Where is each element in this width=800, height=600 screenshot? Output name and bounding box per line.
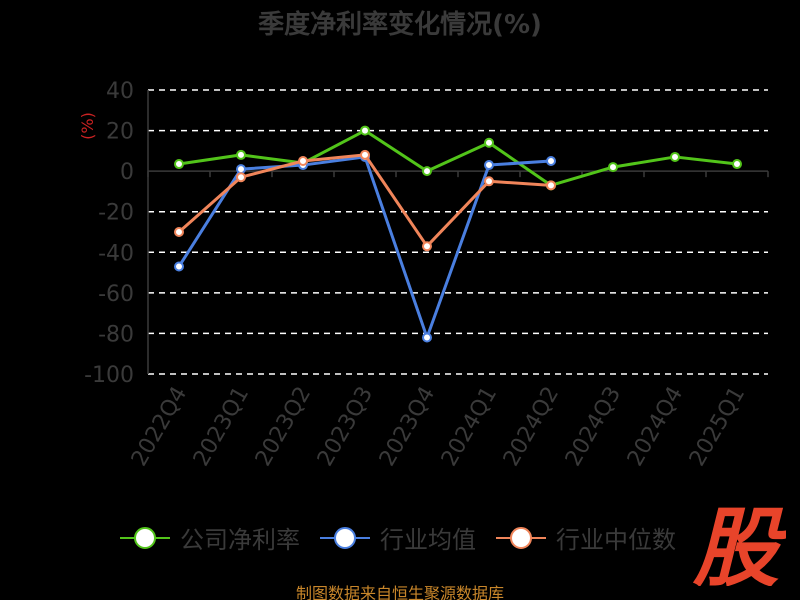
x-tick-label: 2023Q4 bbox=[375, 383, 440, 471]
y-axis-label: (%) bbox=[78, 112, 97, 140]
x-tick-label: 2023Q3 bbox=[313, 383, 378, 471]
gu-logo-watermark: 股 bbox=[692, 500, 786, 586]
legend: 公司净利率 行业均值 行业中位数 bbox=[120, 520, 696, 555]
data-point bbox=[422, 166, 432, 177]
grid-lines bbox=[148, 89, 768, 375]
legend-swatch-industry-mean bbox=[320, 523, 370, 553]
y-tick-label: 20 bbox=[106, 120, 134, 145]
legend-swatch-industry-median bbox=[496, 523, 546, 553]
y-tick-label: -40 bbox=[98, 241, 134, 266]
y-tick-label: -100 bbox=[84, 363, 134, 388]
x-tick-label: 2025Q1 bbox=[685, 383, 750, 471]
series-line bbox=[178, 129, 738, 187]
data-point bbox=[484, 176, 494, 187]
data-point bbox=[670, 151, 680, 162]
y-tick-label: -20 bbox=[98, 201, 134, 226]
x-tick-label: 2023Q2 bbox=[251, 383, 316, 471]
series-line bbox=[178, 153, 552, 248]
y-tick-label: -60 bbox=[98, 282, 134, 307]
data-source-footer: 制图数据来自恒生聚源数据库 bbox=[295, 584, 504, 600]
data-point bbox=[174, 159, 184, 170]
data-point bbox=[298, 156, 308, 166]
axes: 40200-20-40-60-80-1002022Q42023Q12023Q22… bbox=[84, 79, 769, 471]
legend-swatch-company bbox=[120, 523, 170, 553]
data-point bbox=[546, 180, 556, 191]
legend-item-company[interactable]: 公司净利率 bbox=[120, 520, 300, 555]
data-point bbox=[236, 164, 246, 175]
data-point bbox=[236, 172, 246, 183]
x-tick-label: 2024Q3 bbox=[561, 383, 626, 471]
data-point bbox=[484, 160, 494, 171]
data-point bbox=[422, 332, 432, 343]
x-tick-label: 2024Q1 bbox=[437, 383, 502, 471]
data-point bbox=[546, 156, 556, 166]
legend-item-industry-mean[interactable]: 行业均值 bbox=[320, 520, 476, 555]
x-tick-label: 2024Q4 bbox=[623, 383, 688, 471]
legend-item-industry-median[interactable]: 行业中位数 bbox=[496, 520, 676, 555]
data-point bbox=[236, 149, 246, 160]
legend-label-company: 公司净利率 bbox=[180, 526, 300, 554]
data-point bbox=[174, 227, 184, 237]
data-point bbox=[484, 137, 494, 148]
x-tick-label: 2024Q2 bbox=[499, 383, 564, 471]
data-point bbox=[422, 241, 432, 252]
x-tick-label: 2023Q1 bbox=[189, 383, 254, 471]
data-point bbox=[732, 159, 742, 170]
chart-title: 季度净利率变化情况(%) bbox=[258, 10, 542, 40]
legend-label-industry-median: 行业中位数 bbox=[556, 526, 676, 554]
y-tick-label: 40 bbox=[106, 79, 134, 104]
legend-label-industry-mean: 行业均值 bbox=[380, 526, 476, 554]
series bbox=[174, 125, 742, 343]
data-point bbox=[360, 149, 370, 160]
y-tick-label: -80 bbox=[98, 322, 134, 347]
y-tick-label: 0 bbox=[120, 160, 134, 185]
svg-text:股: 股 bbox=[692, 500, 786, 586]
data-point bbox=[360, 125, 370, 136]
x-tick-label: 2022Q4 bbox=[127, 383, 192, 471]
data-point bbox=[174, 261, 184, 272]
data-point bbox=[608, 162, 618, 173]
